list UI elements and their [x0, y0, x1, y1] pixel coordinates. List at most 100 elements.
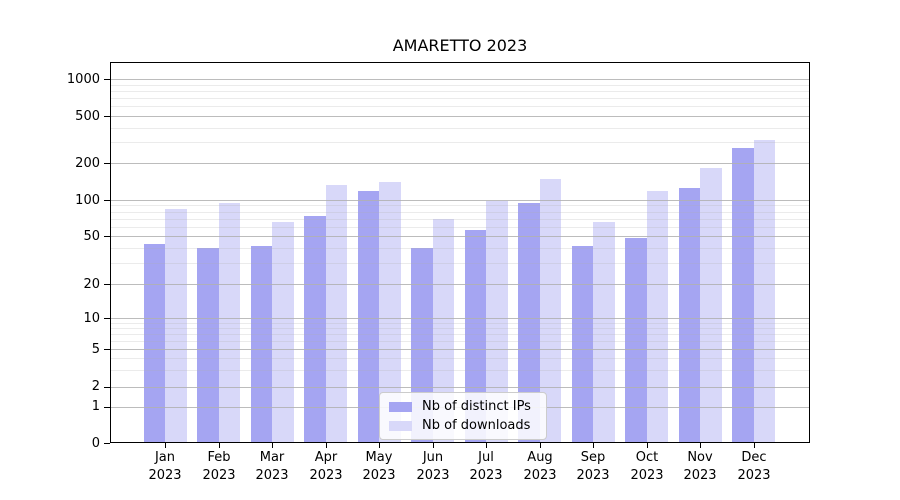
gridline-minor-70: [110, 218, 810, 220]
legend: Nb of distinct IPs Nb of downloads: [379, 392, 547, 440]
bar-s0-jul: [464, 230, 487, 443]
bars-layer: [110, 62, 810, 443]
x-tick-label-feb: Feb 2023: [202, 450, 236, 483]
gridline-minor-300: [110, 142, 810, 144]
x-tick-label-may: May 2023: [362, 450, 396, 483]
bar-s0-mar: [250, 246, 273, 443]
x-tick-label-apr: Apr 2023: [309, 450, 343, 483]
bar-s1-jul: [486, 201, 508, 443]
y-tick-mark-50: [104, 236, 110, 237]
bar-s0-may: [357, 190, 380, 443]
gridline-major-1000: [110, 79, 810, 81]
plot-area: [110, 62, 810, 443]
gridline-major-200: [110, 163, 810, 165]
gridline-major-500: [110, 116, 810, 117]
gridline-minor-90: [110, 205, 810, 207]
x-tick-mark-oct: [647, 443, 648, 448]
x-tick-label-jun: Jun 2023: [416, 450, 450, 483]
y-tick-mark-10: [104, 318, 110, 319]
y-tick-label-50: 50: [83, 229, 100, 244]
bar-s1-aug: [539, 179, 562, 443]
gridline-minor-600: [110, 106, 810, 108]
gridline-minor-3: [110, 370, 810, 372]
bar-s1-dec: [753, 139, 776, 443]
bar-s0-sep: [571, 246, 594, 443]
gridline-minor-9: [110, 323, 810, 324]
bar-s1-mar: [272, 222, 294, 443]
gridline-minor-40: [110, 247, 810, 249]
legend-entry-distinct-ips: Nb of distinct IPs: [389, 399, 537, 414]
gridline-minor-800: [110, 91, 810, 93]
y-tick-label-10: 10: [83, 311, 100, 326]
x-tick-label-mar: Mar 2023: [255, 450, 289, 483]
y-tick-mark-200: [104, 163, 110, 164]
legend-swatch-distinct-ips: [389, 401, 412, 412]
legend-label-downloads: Nb of downloads: [422, 418, 531, 433]
y-tick-mark-1000: [104, 79, 110, 80]
x-tick-label-sep: Sep 2023: [576, 450, 610, 483]
gridline-major-50: [110, 236, 810, 237]
gridline-minor-4: [110, 358, 810, 360]
x-tick-mark-dec: [754, 443, 755, 448]
gridline-minor-60: [110, 226, 810, 228]
x-tick-label-jan: Jan 2023: [148, 450, 182, 483]
x-tick-mark-feb: [219, 443, 220, 448]
y-tick-mark-100: [104, 200, 110, 201]
x-tick-label-jul: Jul 2023: [469, 450, 503, 483]
y-tick-mark-500: [104, 116, 110, 117]
bar-s1-jan: [165, 209, 187, 443]
bar-s0-dec: [732, 148, 754, 443]
y-tick-mark-1: [104, 407, 110, 408]
y-tick-mark-0: [104, 443, 110, 444]
bar-s1-may: [379, 182, 401, 443]
gridline-minor-700: [110, 98, 810, 100]
gridline-minor-6: [110, 341, 810, 343]
legend-entry-downloads: Nb of downloads: [389, 418, 537, 433]
bar-s0-feb: [197, 247, 219, 443]
gridline-major-100: [110, 200, 810, 201]
x-tick-mark-nov: [700, 443, 701, 448]
bar-s0-jan: [143, 243, 165, 443]
legend-label-distinct-ips: Nb of distinct IPs: [422, 399, 531, 414]
gridline-major-10: [110, 318, 810, 320]
chart-title: AMARETTO 2023: [392, 36, 528, 55]
gridline-minor-400: [110, 127, 810, 129]
x-tick-mark-mar: [272, 443, 273, 448]
x-tick-mark-jul: [486, 443, 487, 448]
x-tick-mark-aug: [540, 443, 541, 448]
y-tick-label-1: 1: [91, 399, 100, 414]
y-tick-mark-2: [104, 387, 110, 388]
bar-s1-oct: [646, 190, 669, 443]
y-tick-label-200: 200: [75, 156, 100, 171]
bar-s0-oct: [625, 238, 647, 443]
bar-s0-apr: [304, 216, 326, 443]
bar-s0-nov: [678, 188, 701, 443]
x-tick-label-dec: Dec 2023: [737, 450, 771, 483]
gridline-minor-30: [110, 262, 810, 264]
y-tick-label-1000: 1000: [66, 72, 100, 87]
y-tick-mark-20: [104, 284, 110, 285]
y-tick-label-2: 2: [91, 379, 100, 394]
y-tick-mark-5: [104, 349, 110, 350]
x-tick-label-nov: Nov 2023: [683, 450, 717, 483]
gridline-minor-8: [110, 328, 810, 330]
x-tick-mark-jan: [165, 443, 166, 448]
gridline-minor-900: [110, 84, 810, 86]
gridline-major-5: [110, 349, 810, 351]
y-tick-label-500: 500: [75, 109, 100, 124]
legend-swatch-downloads: [389, 420, 412, 431]
bar-s1-sep: [593, 222, 615, 443]
gridline-major-2: [110, 386, 810, 388]
gridline-minor-80: [110, 211, 810, 213]
x-tick-label-aug: Aug 2023: [523, 450, 557, 483]
x-tick-label-oct: Oct 2023: [630, 450, 664, 483]
x-tick-mark-sep: [593, 443, 594, 448]
bar-s0-aug: [518, 203, 540, 443]
y-tick-label-0: 0: [91, 436, 100, 451]
x-tick-mark-apr: [326, 443, 327, 448]
gridline-minor-7: [110, 334, 810, 336]
y-tick-label-100: 100: [75, 193, 100, 208]
y-tick-label-20: 20: [83, 277, 100, 292]
bar-s1-feb: [218, 203, 241, 443]
